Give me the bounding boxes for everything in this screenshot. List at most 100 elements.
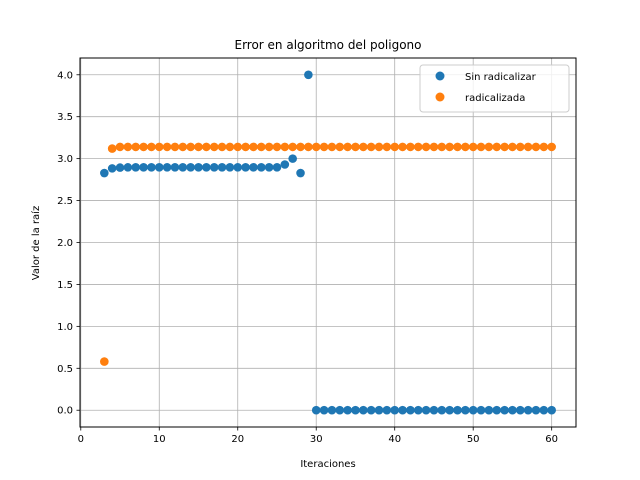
data-point — [107, 144, 117, 153]
data-point — [327, 142, 337, 152]
data-point — [335, 405, 345, 415]
series-sin-radicalizar — [100, 70, 556, 415]
data-point — [382, 142, 392, 152]
data-point — [468, 405, 478, 415]
data-point — [233, 142, 243, 152]
data-point — [461, 405, 470, 415]
x-tick-label: 40 — [388, 434, 401, 445]
data-point — [209, 162, 219, 172]
y-tick-label: 0.0 — [57, 406, 73, 417]
data-point — [264, 162, 274, 172]
data-point — [154, 162, 164, 172]
data-point — [100, 168, 109, 178]
data-point — [437, 142, 447, 152]
data-point — [421, 142, 431, 152]
data-point — [139, 142, 148, 152]
data-point — [194, 162, 203, 172]
data-point — [366, 142, 376, 152]
data-point — [515, 142, 525, 152]
data-point — [123, 163, 133, 172]
data-point — [115, 142, 125, 152]
data-point — [327, 405, 337, 415]
data-point — [115, 163, 125, 172]
data-point — [374, 142, 384, 152]
data-point — [500, 142, 509, 152]
data-point — [468, 142, 478, 152]
data-point — [154, 142, 164, 152]
data-point — [476, 405, 486, 415]
y-tick-label: 2.5 — [57, 196, 73, 207]
data-point — [531, 405, 541, 415]
data-point — [492, 405, 502, 415]
data-point — [233, 162, 243, 172]
data-point — [413, 142, 423, 152]
data-point — [288, 142, 297, 152]
data-point — [453, 142, 462, 152]
data-point — [476, 142, 486, 152]
data-point — [272, 142, 282, 152]
axis-ticks: 0 10 20 30 40 50 60 0.0 0.5 1.0 1.5 2.0 2.5 3.0 3.5 4.0 — [57, 70, 558, 445]
data-point — [304, 70, 313, 80]
data-point — [139, 162, 148, 172]
y-tick-label: 1.0 — [57, 322, 73, 333]
data-point — [547, 142, 556, 152]
data-point — [359, 142, 368, 152]
data-point — [311, 405, 321, 415]
legend-marker-radicalizada — [435, 92, 445, 102]
data-point — [343, 142, 352, 152]
data-point — [186, 142, 195, 152]
data-point — [413, 405, 423, 415]
x-tick-label: 10 — [153, 434, 166, 445]
data-point — [264, 142, 274, 152]
data-point — [178, 162, 188, 172]
x-axis-label: Iteraciones — [300, 459, 355, 470]
data-point — [217, 142, 227, 152]
y-tick-label: 1.5 — [57, 280, 73, 291]
x-tick-label: 0 — [78, 434, 84, 445]
data-point — [390, 405, 400, 415]
data-point — [280, 160, 290, 169]
data-point — [398, 142, 407, 152]
data-point — [406, 142, 415, 152]
data-point — [437, 405, 447, 415]
legend: Sin radicalizar radicalizada — [419, 64, 570, 113]
data-point — [484, 142, 494, 152]
data-point — [225, 142, 235, 152]
data-point — [217, 162, 227, 172]
data-point — [351, 405, 360, 415]
legend-label-radicalizada: radicalizada — [465, 93, 525, 104]
data-point — [288, 154, 297, 163]
y-tick-label: 4.0 — [57, 70, 73, 81]
data-point — [515, 405, 525, 415]
data-point — [406, 405, 415, 415]
data-point — [280, 142, 290, 152]
data-point — [492, 142, 502, 152]
data-point — [296, 142, 305, 152]
data-point — [249, 142, 258, 152]
data-point — [100, 357, 109, 366]
data-point — [366, 405, 376, 415]
data-point — [194, 142, 203, 152]
x-tick-label: 60 — [545, 434, 558, 445]
data-point — [107, 164, 117, 173]
data-point — [178, 142, 188, 152]
data-point — [523, 405, 533, 415]
data-point — [398, 405, 407, 415]
data-point — [202, 142, 211, 152]
data-point — [256, 142, 266, 152]
data-point — [319, 142, 329, 152]
data-point — [256, 162, 266, 172]
data-point — [296, 168, 305, 178]
data-point — [343, 405, 352, 415]
series-radicalizada — [100, 142, 556, 366]
data-point — [162, 142, 172, 152]
legend-marker-sin-radicalizar — [435, 71, 445, 81]
data-point — [241, 162, 250, 172]
grid — [80, 58, 576, 427]
x-tick-label: 50 — [467, 434, 480, 445]
data-point — [461, 142, 470, 152]
data-point — [484, 405, 494, 415]
data-point — [241, 142, 250, 152]
data-point — [429, 405, 439, 415]
